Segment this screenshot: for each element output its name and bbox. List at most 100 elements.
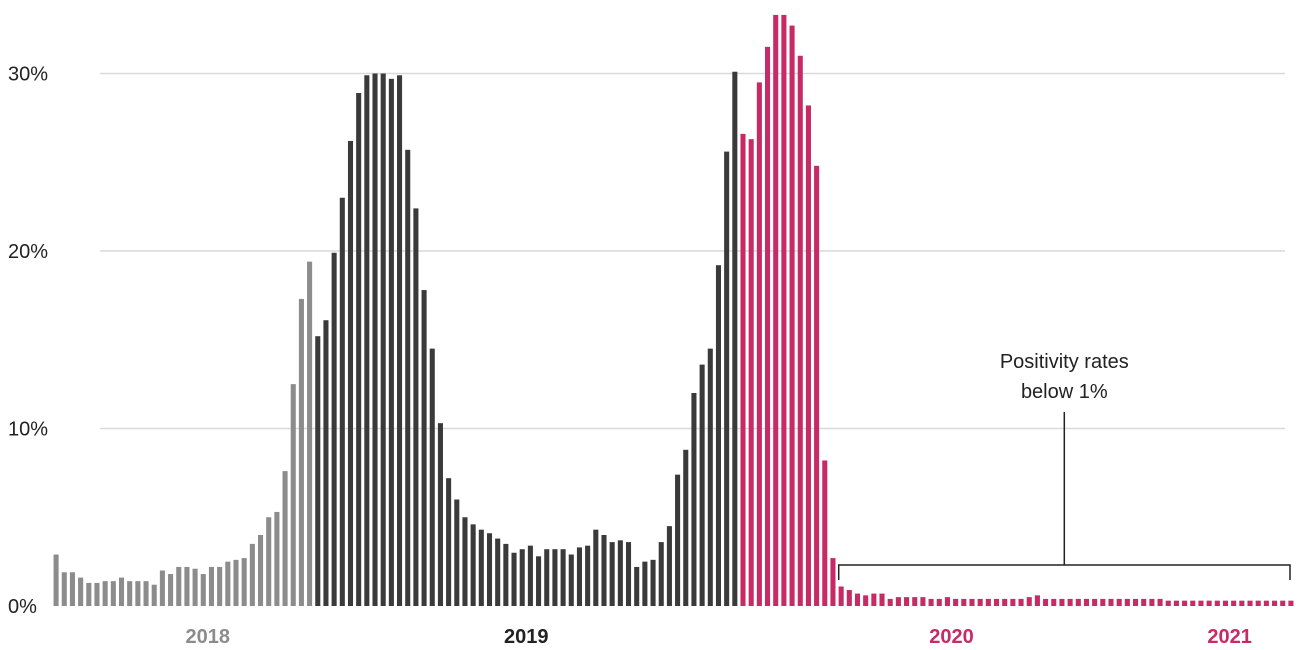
y-tick-label: 20%: [8, 241, 48, 263]
bar-2020: [1026, 597, 1032, 607]
bar-2019: [429, 348, 435, 607]
bars: [53, 14, 1294, 607]
bar-2019: [658, 542, 664, 606]
annotation-line-2: below 1%: [1021, 381, 1108, 403]
bar-2019: [511, 552, 517, 606]
bar-2019: [666, 526, 672, 607]
bar-2018: [127, 581, 133, 606]
bar-2019: [339, 197, 345, 606]
bar-2020: [936, 598, 942, 606]
bar-2020: [781, 14, 787, 607]
y-tick-label: 10%: [8, 419, 48, 441]
bar-2018: [225, 561, 231, 607]
bar-2019: [544, 549, 550, 606]
bar-2020: [1116, 598, 1122, 606]
bar-2021: [1173, 600, 1179, 606]
bar-2020: [1092, 598, 1098, 606]
bar-2018: [135, 581, 141, 606]
bar-2020: [912, 597, 918, 607]
bar-2018: [168, 574, 174, 606]
bar-2019: [732, 71, 738, 607]
bar-2021: [1206, 600, 1212, 606]
bar-2019: [364, 75, 370, 606]
bar-2018: [200, 574, 206, 606]
bar-2020: [838, 586, 844, 606]
bar-2019: [478, 529, 484, 606]
bar-2018: [282, 471, 288, 606]
bar-2018: [118, 577, 125, 606]
bar-2019: [437, 423, 443, 606]
bar-2018: [159, 570, 165, 606]
bar-2018: [274, 511, 280, 606]
bar-2020: [895, 597, 901, 607]
bar-2020: [748, 139, 754, 606]
bar-2020: [1010, 598, 1016, 606]
bar-2020: [773, 14, 779, 607]
bar-2019: [380, 73, 386, 606]
bar-2019: [356, 93, 362, 606]
y-axis-ticks: 0% 10% 20% 30%: [8, 64, 48, 619]
bar-2019: [634, 566, 640, 606]
bar-2019: [462, 517, 468, 606]
bar-2019: [421, 290, 427, 606]
bar-2019: [576, 547, 582, 606]
bar-2018: [257, 535, 264, 606]
bar-2018: [78, 577, 84, 606]
bar-2020: [805, 105, 811, 606]
bar-2020: [1124, 598, 1130, 606]
bar-2018: [266, 517, 272, 606]
bar-2019: [707, 348, 713, 607]
bar-2018: [208, 566, 214, 606]
bar-2020: [871, 593, 877, 606]
bar-2020: [1051, 598, 1057, 606]
bar-2019: [331, 252, 337, 606]
bar-2021: [1198, 600, 1204, 606]
bar-2021: [1190, 600, 1196, 606]
bar-2020: [822, 460, 828, 606]
bar-2020: [1034, 595, 1040, 606]
bar-2020: [1043, 598, 1049, 606]
bar-2019: [446, 478, 452, 606]
bar-2019: [519, 549, 525, 606]
bar-2018: [143, 581, 149, 606]
bar-2020: [765, 46, 771, 607]
bar-2018: [217, 566, 223, 606]
bar-2019: [625, 542, 632, 606]
bar-2020: [1108, 598, 1114, 606]
bar-2018: [249, 543, 255, 607]
bar-2019: [552, 549, 558, 606]
bar-2018: [94, 582, 100, 606]
bar-2018: [151, 584, 157, 606]
bar-2019: [454, 499, 460, 606]
bar-2020: [977, 598, 983, 606]
y-tick-label: 0%: [8, 596, 37, 618]
bar-2019: [642, 561, 648, 607]
bar-2020: [969, 598, 975, 606]
bar-2018: [290, 384, 296, 607]
bar-2019: [715, 265, 722, 606]
year-label-2019: 2019: [504, 626, 549, 648]
bar-2019: [617, 540, 623, 606]
bar-2020: [1133, 598, 1139, 606]
bar-2019: [691, 393, 697, 606]
bar-2018: [307, 261, 313, 606]
bar-2019: [593, 529, 599, 606]
bar-2019: [323, 320, 329, 606]
bar-2018: [102, 581, 108, 606]
bar-2020: [854, 593, 861, 606]
bar-2019: [495, 538, 501, 606]
year-label-2020: 2020: [929, 626, 974, 648]
bar-2020: [789, 25, 795, 606]
bar-2019: [585, 545, 591, 606]
bar-2020: [1149, 598, 1155, 606]
bar-2019: [683, 449, 689, 606]
bar-2020: [985, 598, 991, 606]
bar-2021: [1272, 600, 1278, 606]
bar-2020: [928, 598, 934, 606]
bar-2020: [904, 597, 910, 607]
bar-2021: [1280, 600, 1286, 606]
annotation-bracket: [837, 564, 1291, 580]
bar-2020: [1002, 598, 1008, 606]
bar-2019: [503, 543, 509, 607]
